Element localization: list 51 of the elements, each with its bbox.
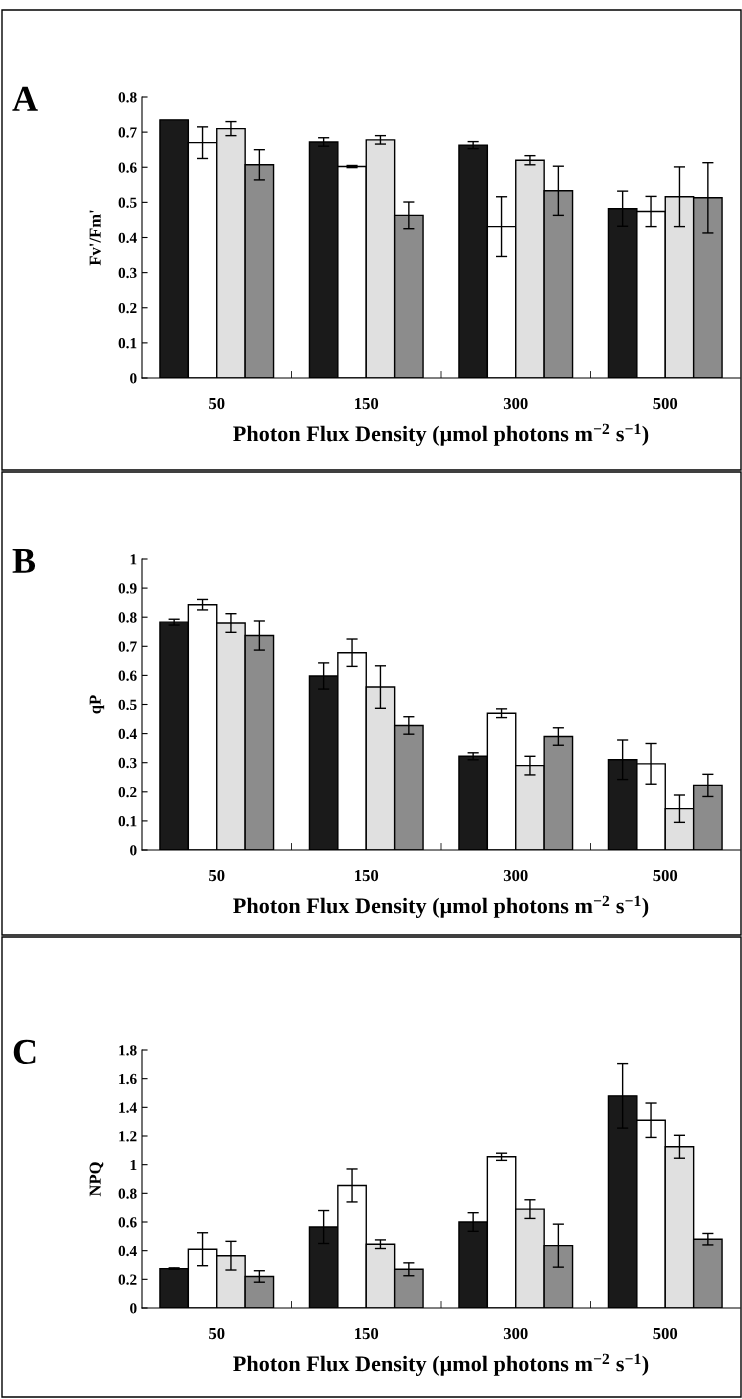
- chart-title: A: [12, 86, 38, 111]
- y-tick-label: 0.8: [118, 1188, 137, 1199]
- x-tick-label: 500: [653, 397, 678, 410]
- y-tick-label: 1: [130, 554, 137, 565]
- y-tick-label: 0: [130, 845, 137, 856]
- y-tick-label: 0.6: [118, 670, 137, 681]
- x-tick-label: 150: [355, 869, 379, 882]
- y-tick-label: 0.2: [118, 786, 137, 798]
- x-axis-title: Photon Flux Density (μmol photons m$^{−2}$ s$^{−1}$): [233, 423, 649, 446]
- y-tick-label: 0: [130, 373, 137, 384]
- x-axis-title: Photon Flux Density (μmol photons m$^{−2}$ s$^{−1}$): [233, 1353, 649, 1376]
- y-tick-label: 0.8: [118, 92, 137, 103]
- y-tick-label: 0.3: [118, 757, 137, 769]
- y-tick-label: 1.8: [119, 1045, 137, 1056]
- y-tick-label: 0.5: [118, 699, 137, 711]
- y-tick-label: 0.4: [118, 728, 137, 740]
- y-tick-label: 0.5: [118, 197, 137, 208]
- chart-title: C: [13, 1039, 36, 1065]
- y-tick-label: 0.4: [118, 1245, 137, 1257]
- x-tick-label: 50: [209, 869, 225, 882]
- y-tick-label: 1: [130, 1159, 137, 1170]
- x-tick-label: 300: [503, 1327, 528, 1340]
- x-tick-label: 300: [503, 397, 528, 410]
- y-tick-label: 0.4: [118, 232, 137, 244]
- y-tick-label: 0.7: [118, 127, 137, 138]
- y-axis-title: qP: [89, 695, 105, 714]
- y-tick-label: 0.1: [118, 816, 137, 827]
- y-axis-title: Fv'/Fm': [89, 210, 101, 266]
- x-tick-label: 500: [653, 869, 678, 882]
- x-tick-label: 500: [653, 1327, 678, 1340]
- y-tick-label: 1.4: [119, 1102, 137, 1113]
- y-tick-label: 0.3: [118, 267, 137, 279]
- y-axis-title: NPQ: [89, 1162, 104, 1197]
- y-tick-label: 1.6: [119, 1073, 137, 1085]
- x-tick-label: 50: [209, 1327, 225, 1340]
- chart-title: B: [12, 549, 36, 573]
- y-tick-label: 0.8: [118, 612, 137, 623]
- y-tick-label: 0.6: [118, 1217, 137, 1228]
- x-tick-label: 150: [355, 1327, 379, 1340]
- y-tick-label: 0.6: [118, 162, 137, 173]
- x-tick-label: 150: [355, 397, 379, 410]
- y-tick-label: 0.9: [118, 583, 137, 594]
- y-tick-label: 0: [130, 1303, 137, 1314]
- x-tick-label: 50: [209, 397, 225, 410]
- x-tick-label: 300: [503, 869, 528, 882]
- y-tick-label: 0.7: [118, 641, 137, 652]
- y-tick-label: 1.2: [119, 1131, 137, 1142]
- y-tick-label: 0.2: [118, 302, 137, 314]
- y-tick-label: 0.2: [118, 1274, 137, 1285]
- y-tick-label: 0.1: [118, 338, 137, 349]
- x-axis-title: Photon Flux Density (μmol photons m$^{−2}$ s$^{−1}$): [233, 895, 649, 918]
